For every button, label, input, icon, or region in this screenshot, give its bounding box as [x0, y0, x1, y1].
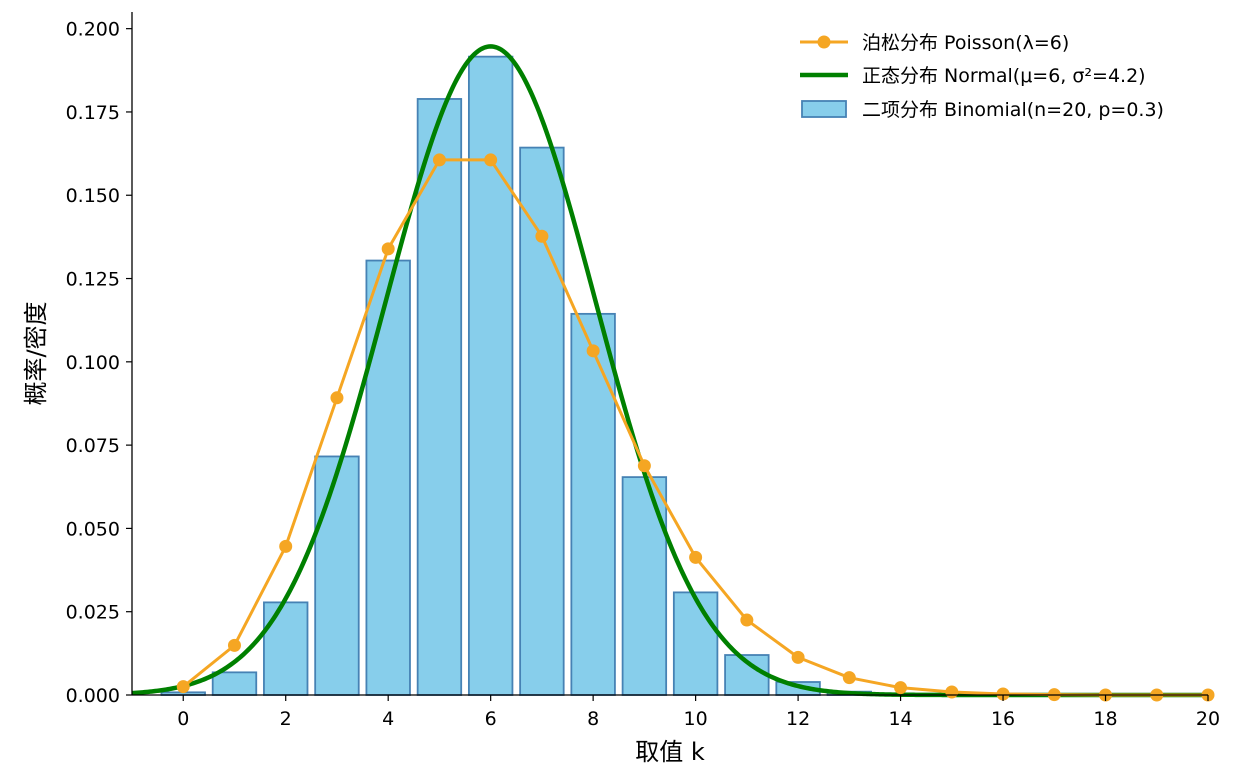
x-tick-label: 6 — [485, 708, 497, 730]
poisson-point-2 — [279, 539, 293, 553]
binomial-bars — [160, 55, 924, 696]
legend-normal-label: 正态分布 Normal(μ=6, σ²=4.2) — [862, 65, 1146, 87]
legend: 泊松分布 Poisson(λ=6) 正态分布 Normal(μ=6, σ²=4.… — [800, 32, 1164, 121]
y-tick-label: 0.075 — [66, 435, 120, 457]
legend-poisson-label: 泊松分布 Poisson(λ=6) — [862, 32, 1069, 54]
bar-k-3 — [314, 455, 360, 696]
y-tick-label: 0.150 — [66, 185, 120, 207]
x-tick-label: 14 — [888, 708, 912, 730]
bar-k-2 — [263, 601, 309, 696]
y-tick-label: 0.125 — [66, 269, 120, 291]
poisson-point-9 — [637, 459, 651, 473]
x-tick-label: 20 — [1196, 708, 1220, 730]
poisson-point-13 — [842, 671, 856, 685]
bar-k-6 — [467, 55, 514, 696]
poisson-point-12 — [791, 650, 805, 664]
y-tick-label: 0.025 — [66, 602, 120, 624]
poisson-point-4 — [381, 242, 395, 256]
normal-curve-layer — [131, 44, 1208, 698]
y-tick-label: 0.200 — [66, 19, 120, 41]
x-tick-label: 8 — [587, 708, 599, 730]
bar-k-8 — [570, 312, 616, 696]
y-tick-label: 0.050 — [66, 518, 120, 540]
x-tick-label: 12 — [786, 708, 810, 730]
x-tick-label: 18 — [1093, 708, 1117, 730]
poisson-point-3 — [330, 391, 344, 405]
poisson-point-5 — [432, 153, 446, 167]
poisson-point-14 — [894, 681, 908, 695]
ticks: 0 2 4 6 8 10 12 14 16 18 20 0.000 0.025 0.050 0.075 0.1… — [66, 19, 1221, 730]
bar-k-9 — [621, 476, 668, 696]
bar-k-7 — [519, 146, 565, 696]
bar-k-1 — [211, 671, 258, 696]
x-tick-label: 4 — [382, 708, 394, 730]
bar-k-4 — [365, 259, 411, 696]
y-axis-title: 概率/密度 — [22, 301, 50, 405]
y-tick-label: 0.175 — [66, 102, 120, 124]
x-tick-label: 16 — [991, 708, 1015, 730]
poisson-point-10 — [689, 550, 703, 564]
poisson-point-8 — [586, 344, 600, 358]
legend-poisson-marker — [817, 35, 831, 49]
poisson-point-11 — [740, 613, 754, 627]
poisson-point-7 — [535, 229, 549, 243]
poisson-point-15 — [945, 685, 959, 699]
legend-binomial-label: 二项分布 Binomial(n=20, p=0.3) — [862, 99, 1164, 121]
y-tick-label: 0.100 — [66, 352, 120, 374]
bar-k-5 — [416, 98, 463, 696]
legend-binomial-swatch — [801, 100, 847, 118]
y-tick-label: 0.000 — [66, 685, 120, 707]
normal-curve — [131, 44, 1208, 698]
bar-k-10 — [672, 591, 719, 696]
poisson-point-1 — [227, 638, 241, 652]
x-tick-label: 0 — [177, 708, 189, 730]
poisson-point-16 — [996, 687, 1010, 701]
axes — [131, 12, 1208, 696]
x-tick-label: 10 — [684, 708, 708, 730]
poisson-point-6 — [484, 153, 498, 167]
x-tick-label: 2 — [280, 708, 292, 730]
x-axis-title: 取值 k — [635, 738, 705, 766]
poisson-point-0 — [176, 680, 190, 694]
